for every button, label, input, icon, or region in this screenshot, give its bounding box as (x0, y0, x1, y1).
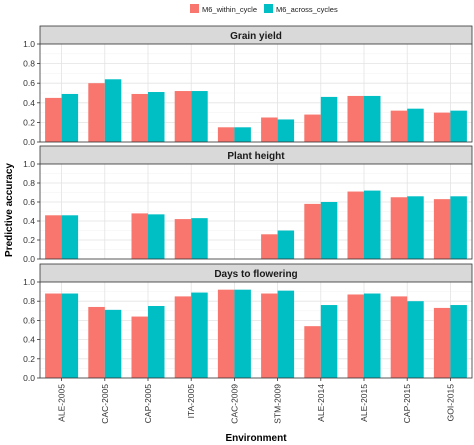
bar-M6_within_cycle-STM-2009 (261, 117, 278, 142)
bar-M6_across_cycles-ALE-2015 (364, 293, 381, 378)
y-tick-label: 0.8 (23, 178, 35, 188)
bar-M6_within_cycle-CAP-2015 (390, 110, 408, 142)
bar-M6_within_cycle-ALE-2005 (45, 97, 62, 142)
bar-M6_across_cycles-CAP-2005 (148, 92, 165, 142)
panel-border (39, 281, 473, 379)
y-tick-label: 0.0 (23, 137, 35, 147)
x-tick-label: CAC-2005 (100, 384, 110, 424)
panel-border (39, 43, 473, 143)
bar-M6_across_cycles-CAP-2015 (407, 301, 424, 378)
x-axis-title: Environment (225, 433, 287, 444)
bar-M6_across_cycles-CAC-2009 (234, 127, 251, 142)
bar-M6_across_cycles-ALE-2015 (364, 190, 381, 259)
bar-M6_across_cycles-ALE-2005 (61, 215, 79, 259)
bar-M6_within_cycle-GOI-2015 (433, 199, 451, 259)
bar-M6_within_cycle-CAC-2005 (88, 306, 105, 378)
bar-M6_within_cycle-CAC-2009 (217, 127, 235, 142)
bar-M6_across_cycles-ALE-2014 (320, 202, 338, 259)
facet-title: Grain yield (230, 31, 282, 42)
bar-M6_across_cycles-ITA-2005 (191, 91, 208, 142)
bar-M6_within_cycle-STM-2009 (261, 234, 278, 259)
bar-M6_within_cycle-CAC-2009 (217, 289, 235, 378)
bar-M6_across_cycles-CAC-2009 (234, 289, 251, 378)
bar-M6_across_cycles-ITA-2005 (191, 292, 208, 378)
bar-M6_across_cycles-GOI-2015 (450, 110, 467, 142)
bar-M6_across_cycles-ALE-2005 (61, 93, 79, 142)
bar-M6_within_cycle-STM-2009 (261, 293, 278, 378)
bar-M6_across_cycles-ALE-2014 (320, 96, 338, 142)
bar-M6_across_cycles-ALE-2005 (61, 293, 79, 378)
bar-M6_across_cycles-CAP-2015 (407, 108, 424, 142)
bar-M6_within_cycle-CAP-2005 (131, 316, 148, 378)
legend-label-M6_within_cycle: M6_within_cycle (202, 5, 257, 14)
bar-M6_within_cycle-CAP-2005 (131, 93, 148, 142)
x-tick-label: STM-2009 (273, 384, 283, 424)
y-tick-label: 1.0 (23, 39, 35, 49)
y-tick-label: 0.2 (23, 235, 35, 245)
x-tick-label: CAP-2015 (402, 384, 412, 423)
x-tick-label: CAC-2009 (229, 384, 239, 424)
legend-swatch-M6_within_cycle (190, 4, 199, 13)
bar-M6_across_cycles-CAP-2005 (148, 306, 165, 378)
panel-border (39, 163, 473, 260)
bar-M6_within_cycle-CAP-2015 (390, 296, 408, 378)
y-tick-label: 0.4 (23, 335, 35, 345)
y-axis-title: Predictive accuracy (4, 163, 15, 257)
bar-M6_across_cycles-GOI-2015 (450, 196, 467, 259)
bar-M6_within_cycle-ITA-2005 (174, 219, 192, 259)
x-tick-label: ALE-2014 (316, 384, 326, 422)
bar-M6_across_cycles-STM-2009 (277, 290, 295, 378)
y-tick-label: 0.0 (23, 254, 35, 264)
bar-M6_within_cycle-ALE-2015 (347, 95, 364, 142)
y-tick-label: 0.8 (23, 296, 35, 306)
bar-M6_across_cycles-GOI-2015 (450, 305, 467, 378)
x-tick-label: GOI-2015 (445, 384, 455, 422)
x-tick-label: ALE-2005 (57, 384, 67, 422)
y-tick-label: 0.6 (23, 78, 35, 88)
bar-M6_within_cycle-GOI-2015 (433, 112, 451, 142)
y-tick-label: 0.6 (23, 315, 35, 325)
y-tick-label: 0.4 (23, 98, 35, 108)
x-tick-label: CAP-2005 (143, 384, 153, 423)
legend-swatch-M6_across_cycles (264, 4, 273, 13)
y-tick-label: 1.0 (23, 159, 35, 169)
bar-M6_across_cycles-ALE-2015 (364, 95, 381, 142)
bar-M6_within_cycle-CAP-2005 (131, 213, 148, 259)
y-tick-label: 0.2 (23, 117, 35, 127)
bar-M6_within_cycle-ALE-2014 (304, 114, 321, 142)
y-tick-label: 0.4 (23, 216, 35, 226)
bar-M6_across_cycles-ITA-2005 (191, 218, 208, 259)
x-tick-label: ALE-2015 (359, 384, 369, 422)
bar-M6_across_cycles-STM-2009 (277, 119, 295, 142)
y-tick-label: 1.0 (23, 277, 35, 287)
bar-M6_within_cycle-ALE-2005 (45, 293, 62, 378)
y-tick-label: 0.8 (23, 59, 35, 69)
bar-M6_within_cycle-ALE-2015 (347, 294, 364, 378)
facet-title: Days to flowering (214, 269, 297, 280)
bar-M6_within_cycle-GOI-2015 (433, 307, 451, 378)
bar-M6_within_cycle-ITA-2005 (174, 91, 192, 142)
y-tick-label: 0.0 (23, 373, 35, 383)
bar-M6_within_cycle-ALE-2014 (304, 203, 321, 259)
bar-M6_within_cycle-ALE-2005 (45, 215, 62, 259)
bar-M6_within_cycle-CAC-2005 (88, 83, 105, 142)
bar-M6_across_cycles-ALE-2014 (320, 305, 338, 378)
bar-M6_within_cycle-ALE-2014 (304, 326, 321, 378)
bar-M6_across_cycles-STM-2009 (277, 230, 295, 259)
facet-title: Plant height (227, 151, 285, 162)
bar-M6_across_cycles-CAC-2005 (104, 309, 122, 378)
bar-M6_within_cycle-CAP-2015 (390, 197, 408, 259)
bar-M6_across_cycles-CAP-2005 (148, 214, 165, 259)
y-tick-label: 0.2 (23, 354, 35, 364)
bar-M6_across_cycles-CAP-2015 (407, 196, 424, 259)
legend-label-M6_across_cycles: M6_across_cycles (276, 5, 338, 14)
bar-M6_within_cycle-ALE-2015 (347, 191, 364, 259)
x-tick-label: ITA-2005 (186, 384, 196, 419)
y-tick-label: 0.6 (23, 197, 35, 207)
bar-M6_across_cycles-CAC-2005 (104, 79, 122, 142)
bar-M6_within_cycle-ITA-2005 (174, 296, 192, 378)
